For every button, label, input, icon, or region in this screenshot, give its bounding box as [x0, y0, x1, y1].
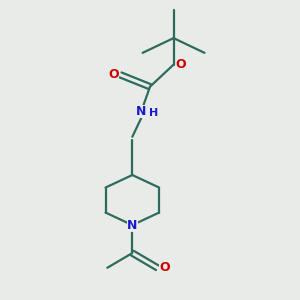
Text: O: O — [176, 58, 186, 71]
Text: N: N — [136, 105, 146, 118]
Text: O: O — [108, 68, 119, 81]
Text: H: H — [149, 108, 158, 118]
Text: O: O — [159, 261, 170, 274]
Text: N: N — [127, 219, 137, 232]
